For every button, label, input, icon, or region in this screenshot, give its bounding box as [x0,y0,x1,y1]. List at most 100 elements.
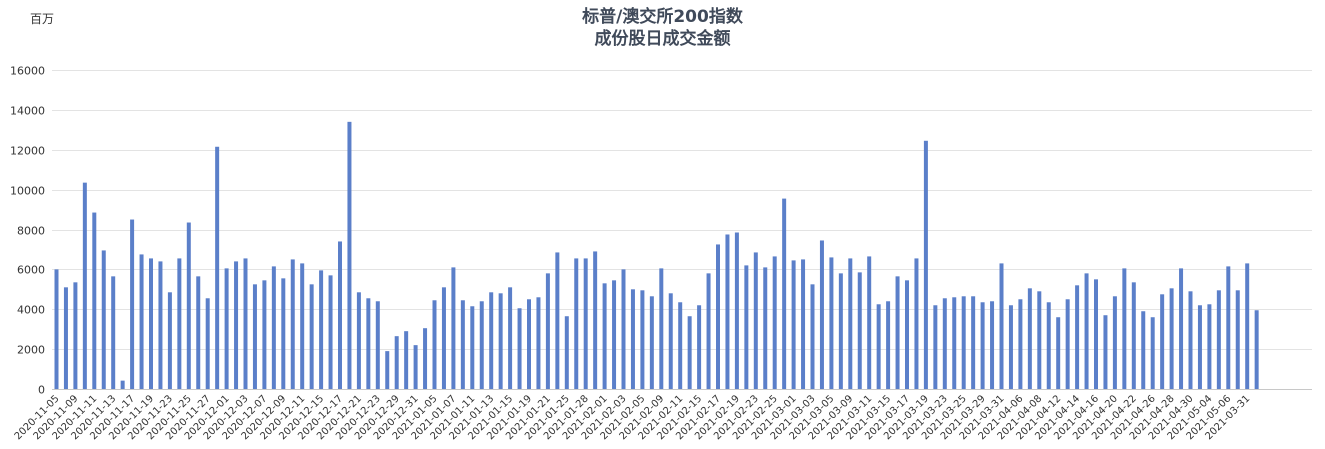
bar [243,258,248,389]
bar [763,267,768,389]
bar [1235,290,1240,389]
x-axis: 2020-11-052020-11-092020-11-112020-11-13… [13,393,1253,442]
bar [838,273,843,389]
bar [602,283,607,389]
bar [990,301,995,389]
bar [630,289,635,389]
bar [1084,273,1089,389]
bar [1254,310,1259,389]
bar [744,265,749,389]
bar [394,336,399,389]
bar [54,269,59,390]
bar [404,331,409,389]
bar [366,298,371,389]
bar [234,261,239,389]
bar [952,297,957,389]
bar [441,287,446,389]
bar [111,276,116,389]
bar [385,351,390,389]
grid-layer [52,70,1312,390]
bar [73,282,78,389]
bar [517,308,522,389]
bar [290,259,295,389]
bar [1216,290,1221,389]
bar [205,298,210,389]
bar [186,222,191,389]
bar [1056,317,1061,389]
bar [564,316,569,389]
bar [252,284,257,389]
bar [177,258,182,389]
bar [1245,263,1250,389]
bar [479,301,484,389]
bar [101,250,106,389]
bar [829,257,834,389]
bar [139,254,144,389]
y-tick-label: 14000 [10,105,45,118]
bar [1226,266,1231,389]
bar [120,380,125,389]
bar [215,146,220,389]
bar [262,280,267,389]
bar [1008,305,1013,389]
bar [867,256,872,389]
bar [725,234,730,389]
bar [508,287,513,389]
bar [470,306,475,389]
bar [1037,291,1042,389]
bar [782,198,787,389]
bar [678,302,683,389]
bar [649,296,654,389]
bar [451,267,456,389]
bar [640,290,645,389]
bar [489,292,494,389]
bar [1179,268,1184,389]
bar [895,276,900,389]
bar [328,275,333,389]
y-tick-label: 2000 [17,344,45,357]
bar [347,121,352,389]
bar [583,258,588,389]
bar [271,266,276,389]
bar [848,258,853,389]
bar [63,287,68,389]
bar [460,300,465,389]
bar [281,278,286,389]
bar [555,252,560,389]
y-axis: 0 2000 4000 6000 8000 10000 12000 14000 16000 [10,65,45,397]
bar [149,258,153,389]
bar [1046,302,1051,389]
bar [697,305,702,389]
bar [1207,304,1212,389]
bar [971,296,976,389]
bar [1018,299,1023,389]
bar [876,304,881,389]
bar [82,182,87,389]
bar [1197,305,1202,389]
bar [167,292,172,389]
bar [999,263,1004,389]
bar [1103,315,1108,389]
bar [158,261,163,389]
bar [1075,285,1080,389]
bar [801,259,806,389]
bar [734,232,739,389]
bar [1131,282,1136,389]
bar [319,270,324,389]
y-tick-label: 16000 [10,65,45,78]
bar [942,298,947,389]
bar [423,328,428,389]
bar [612,280,617,389]
bar [413,345,418,389]
y-tick-label: 4000 [17,304,45,317]
unit-label: 百万 [30,12,55,26]
bar [1160,294,1165,389]
bar [1169,288,1174,389]
bar [432,300,437,389]
bar [1112,296,1117,389]
bar [1094,279,1098,389]
y-tick-label: 10000 [10,185,45,198]
bar [706,273,711,389]
chart-title: 标普/澳交所200指数 成份股日成交金额 [0,6,1325,50]
bar [1065,299,1070,389]
